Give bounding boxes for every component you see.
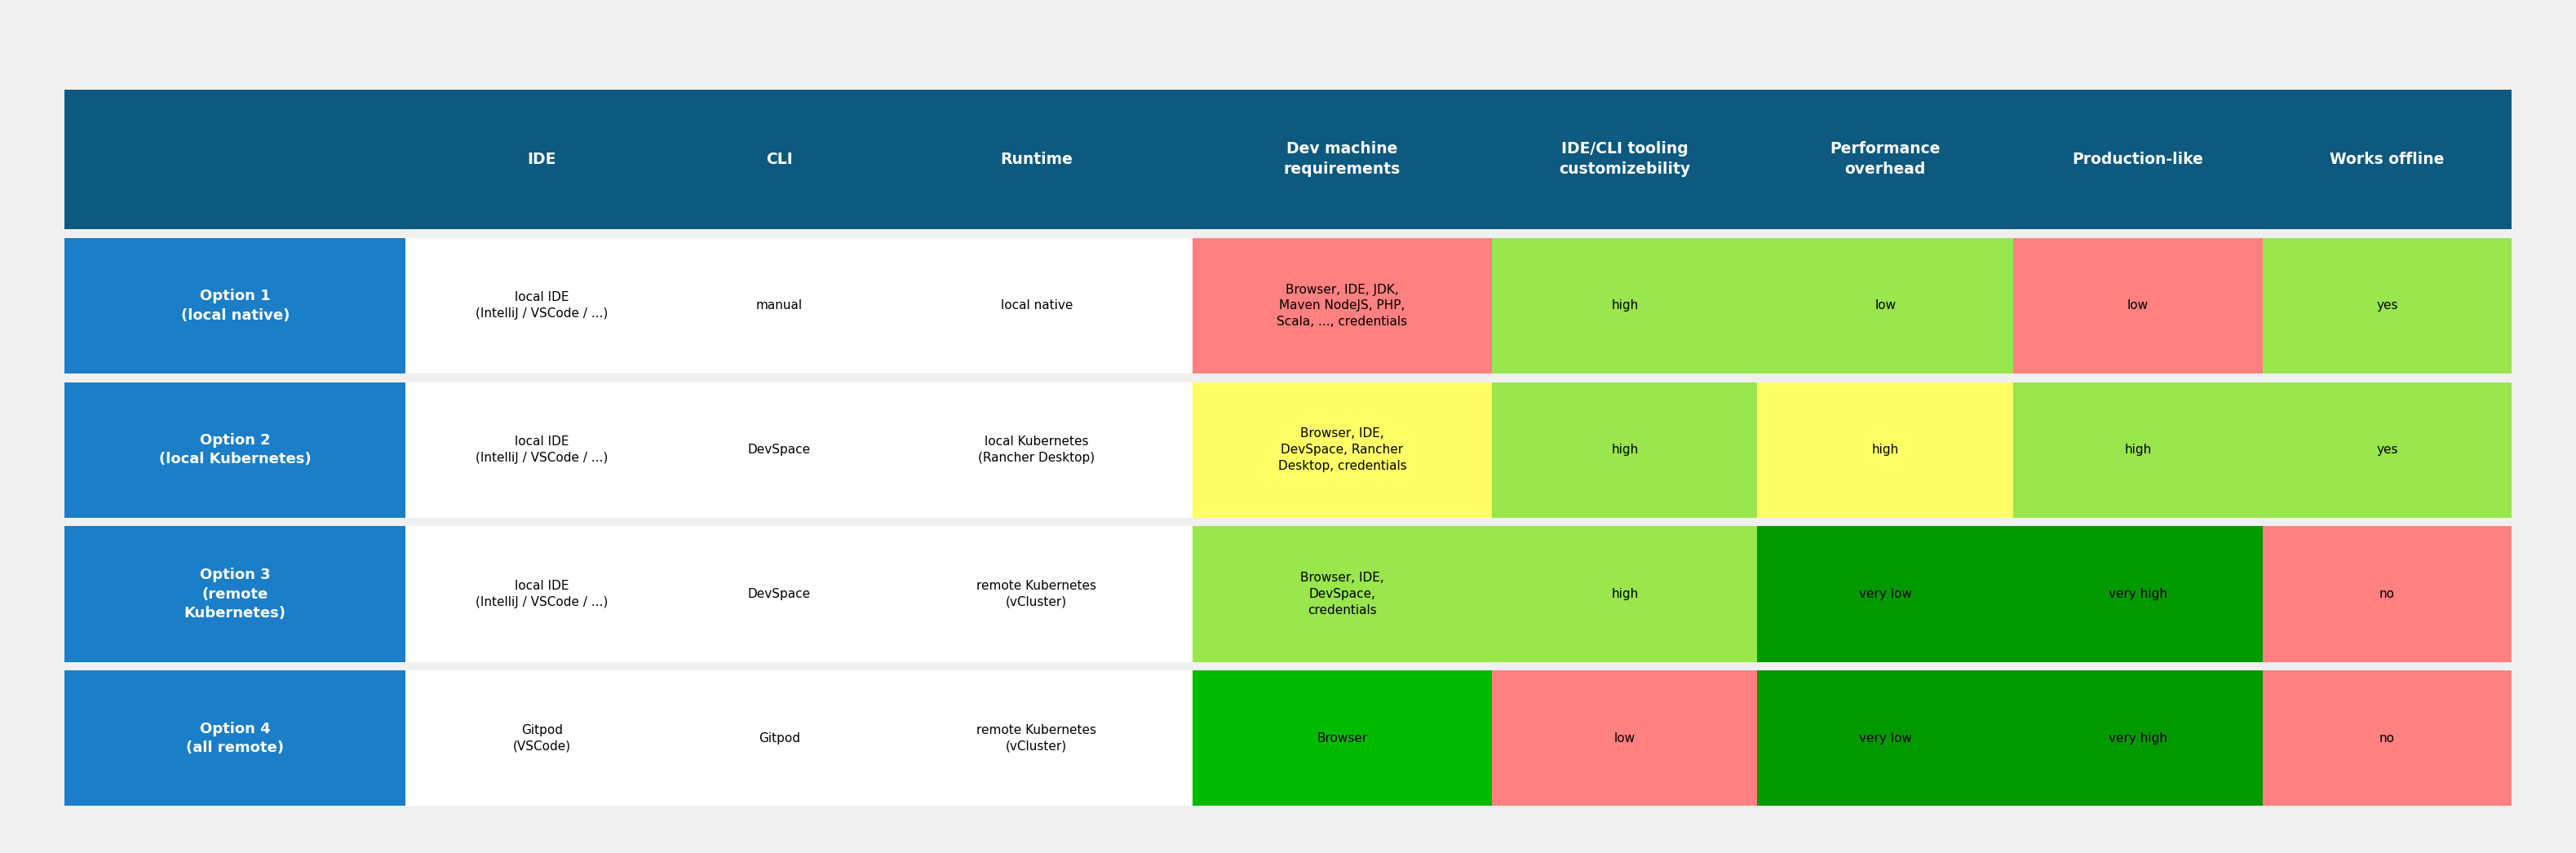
Bar (677, 238, 881, 374)
Text: remote Kubernetes
(vCluster): remote Kubernetes (vCluster) (976, 580, 1097, 608)
Bar (2262, 526, 2512, 662)
Bar (2262, 238, 2512, 374)
Bar (1193, 670, 1492, 806)
Text: IDE/CLI tooling
customizebility: IDE/CLI tooling customizebility (1558, 142, 1690, 177)
Bar (677, 526, 881, 662)
Text: local IDE
(IntelliJ / VSCode / ...): local IDE (IntelliJ / VSCode / ...) (477, 580, 608, 608)
Bar (64, 662, 2512, 670)
Bar (677, 382, 881, 518)
Bar (1492, 670, 1757, 806)
Text: very low: very low (1860, 732, 1911, 745)
Bar (64, 382, 407, 518)
Bar (64, 518, 2512, 526)
Bar (1193, 526, 1492, 662)
Text: manual: manual (757, 299, 804, 312)
Text: remote Kubernetes
(vCluster): remote Kubernetes (vCluster) (976, 724, 1097, 752)
Text: Runtime: Runtime (999, 152, 1072, 167)
Text: high: high (1610, 588, 1638, 601)
Bar (2262, 670, 2512, 806)
Text: no: no (2380, 732, 2396, 745)
Text: Production-like: Production-like (2071, 152, 2202, 167)
Text: CLI: CLI (765, 152, 793, 167)
Text: Browser, IDE, JDK,
Maven NodeJS, PHP,
Scala, ..., credentials: Browser, IDE, JDK, Maven NodeJS, PHP, Sc… (1278, 283, 1406, 328)
Text: high: high (1610, 444, 1638, 456)
Text: very high: very high (2110, 732, 2166, 745)
Bar (2014, 670, 2262, 806)
Text: Gitpod
(VSCode): Gitpod (VSCode) (513, 724, 572, 752)
Text: local IDE
(IntelliJ / VSCode / ...): local IDE (IntelliJ / VSCode / ...) (477, 292, 608, 320)
Text: Option 2
(local Kubernetes): Option 2 (local Kubernetes) (160, 433, 312, 467)
Bar (881, 238, 1193, 374)
Bar (1193, 382, 1492, 518)
Bar (1757, 526, 2014, 662)
Text: high: high (1873, 444, 1899, 456)
Text: Works offline: Works offline (2329, 152, 2445, 167)
Text: very low: very low (1860, 588, 1911, 601)
Text: Browser, IDE,
DevSpace, Rancher
Desktop, credentials: Browser, IDE, DevSpace, Rancher Desktop,… (1278, 427, 1406, 473)
Bar (1492, 526, 1757, 662)
Bar (1757, 382, 2014, 518)
Text: IDE: IDE (528, 152, 556, 167)
Bar (881, 382, 1193, 518)
Text: Browser: Browser (1316, 732, 1368, 745)
Bar (2014, 382, 2262, 518)
Text: Dev machine
requirements: Dev machine requirements (1283, 142, 1401, 177)
Bar (64, 90, 2512, 229)
Bar (2262, 382, 2512, 518)
Bar (407, 382, 677, 518)
Text: Gitpod: Gitpod (757, 732, 801, 745)
Text: DevSpace: DevSpace (747, 444, 811, 456)
Bar (64, 374, 2512, 382)
Text: local IDE
(IntelliJ / VSCode / ...): local IDE (IntelliJ / VSCode / ...) (477, 436, 608, 464)
Text: Performance
overhead: Performance overhead (1829, 142, 1940, 177)
Bar (677, 670, 881, 806)
Bar (64, 526, 407, 662)
Text: low: low (1875, 299, 1896, 312)
Bar (1193, 238, 1492, 374)
Bar (881, 670, 1193, 806)
Text: Browser, IDE,
DevSpace,
credentials: Browser, IDE, DevSpace, credentials (1301, 572, 1383, 617)
Text: DevSpace: DevSpace (747, 588, 811, 601)
Bar (881, 526, 1193, 662)
Bar (1492, 382, 1757, 518)
Bar (2014, 238, 2262, 374)
Text: local Kubernetes
(Rancher Desktop): local Kubernetes (Rancher Desktop) (979, 436, 1095, 464)
Bar (1757, 670, 2014, 806)
Text: yes: yes (2375, 299, 2398, 312)
Bar (407, 526, 677, 662)
Bar (1757, 238, 2014, 374)
Bar (64, 670, 407, 806)
Bar (64, 90, 2512, 806)
Bar (1492, 238, 1757, 374)
Bar (64, 238, 407, 374)
Text: very high: very high (2110, 588, 2166, 601)
Bar (407, 238, 677, 374)
Bar (2014, 526, 2262, 662)
Text: low: low (2128, 299, 2148, 312)
Text: low: low (1615, 732, 1636, 745)
Bar (407, 670, 677, 806)
Text: Option 3
(remote
Kubernetes): Option 3 (remote Kubernetes) (183, 567, 286, 621)
Text: no: no (2380, 588, 2396, 601)
Text: high: high (2125, 444, 2151, 456)
Text: yes: yes (2375, 444, 2398, 456)
Bar (64, 229, 2512, 238)
Text: high: high (1610, 299, 1638, 312)
Text: local native: local native (999, 299, 1072, 312)
Text: Option 4
(all remote): Option 4 (all remote) (185, 722, 283, 755)
Text: Option 1
(local native): Option 1 (local native) (180, 288, 289, 322)
